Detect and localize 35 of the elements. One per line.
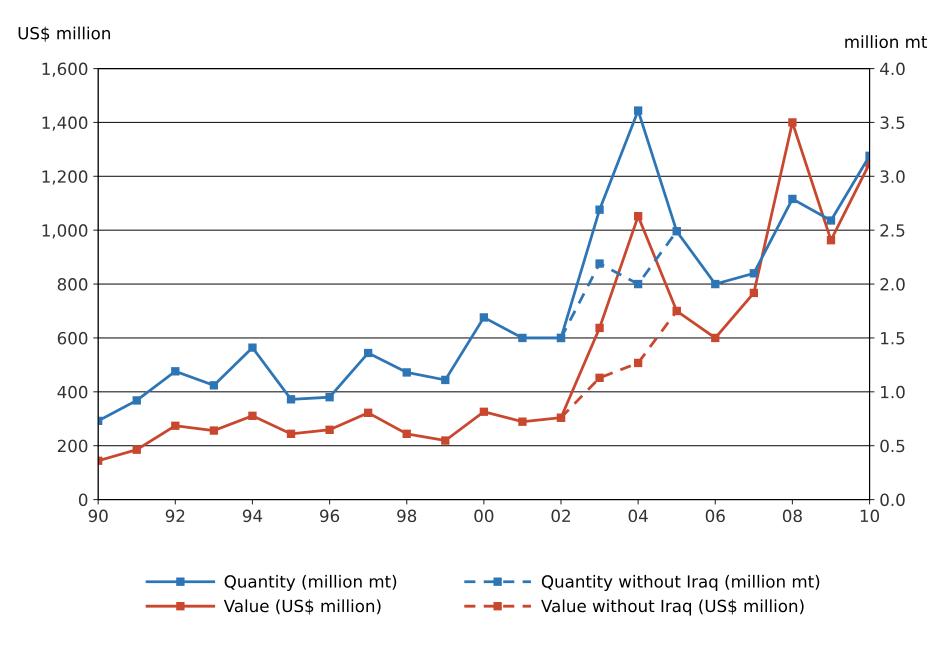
y-tick-label: 200 bbox=[58, 440, 88, 452]
y2-tick-label: 0.5 bbox=[880, 440, 904, 452]
y-tick-label: 800 bbox=[58, 278, 88, 291]
y2-tick-label: 4.0 bbox=[880, 62, 905, 76]
y-tick-label: 600 bbox=[58, 332, 88, 344]
y2-tick-label: 1.0 bbox=[881, 386, 905, 398]
legend-label: Quantity without Iraq (million mt) bbox=[542, 574, 820, 592]
x-tick-label: 98 bbox=[397, 510, 416, 522]
x-tick-label: 92 bbox=[166, 510, 184, 522]
y2-tick-label: 3.5 bbox=[880, 116, 904, 130]
x-tick-label: 94 bbox=[242, 510, 262, 522]
y-axis-title: US$ million bbox=[18, 26, 110, 42]
y-tick-label: 1,600 bbox=[42, 62, 88, 77]
x-tick-label: 06 bbox=[706, 510, 725, 522]
x-tick-label: 90 bbox=[88, 510, 108, 522]
y2-tick-label: 0.0 bbox=[880, 494, 905, 506]
y2-tick-label: 1.5 bbox=[881, 332, 904, 344]
x-tick-label: 96 bbox=[320, 510, 340, 522]
y2-tick-label: 2.5 bbox=[880, 224, 904, 237]
legend-label: Value (US$ million) bbox=[224, 599, 381, 614]
y-tick-label: 1,000 bbox=[42, 224, 88, 238]
legend-label: Quantity (million mt) bbox=[224, 574, 396, 592]
x-tick-label: 02 bbox=[551, 510, 570, 522]
y2-tick-label: 2.0 bbox=[880, 278, 905, 291]
y-tick-label: 1,200 bbox=[42, 170, 88, 185]
legend-label: Value without Iraq (US$ million) bbox=[541, 599, 804, 616]
y-tick-label: 0 bbox=[78, 494, 88, 506]
y-tick-label: 400 bbox=[57, 386, 88, 398]
x-tick-label: 00 bbox=[474, 510, 494, 522]
x-tick-label: 04 bbox=[628, 510, 648, 522]
y2-axis-title: million mt bbox=[845, 35, 928, 48]
x-tick-label: 08 bbox=[782, 510, 802, 522]
y2-tick-label: 3.0 bbox=[880, 170, 905, 183]
y-tick-label: 1,400 bbox=[42, 116, 88, 131]
x-tick-label: 10 bbox=[860, 510, 880, 522]
